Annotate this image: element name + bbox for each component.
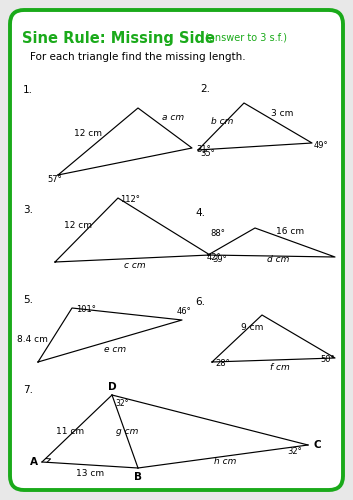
Text: D: D [108, 382, 116, 392]
Text: 12 cm: 12 cm [64, 220, 92, 230]
Text: 49°: 49° [314, 140, 329, 149]
Text: 101°: 101° [76, 304, 96, 314]
Text: 1.: 1. [23, 85, 33, 95]
Text: 13 cm: 13 cm [76, 468, 104, 477]
Text: 3.: 3. [23, 205, 33, 215]
Text: 57°: 57° [48, 176, 62, 184]
Text: 39°: 39° [212, 254, 227, 264]
Text: d cm: d cm [267, 256, 289, 264]
Text: C: C [313, 440, 321, 450]
Text: 2.: 2. [200, 84, 210, 94]
Text: A: A [30, 457, 38, 467]
Text: a cm: a cm [162, 114, 184, 122]
Text: g cm: g cm [116, 428, 138, 436]
Text: e cm: e cm [104, 346, 126, 354]
Text: 4.: 4. [195, 208, 205, 218]
Text: c cm: c cm [124, 260, 146, 270]
Text: Sine Rule: Missing Side: Sine Rule: Missing Side [22, 30, 215, 46]
Text: B: B [134, 472, 142, 482]
Text: 35°: 35° [200, 148, 215, 158]
Text: 7.: 7. [23, 385, 33, 395]
Text: 42°: 42° [207, 252, 222, 262]
Text: 32°: 32° [288, 448, 303, 456]
Text: b cm: b cm [211, 118, 233, 126]
Text: 88°: 88° [210, 230, 225, 238]
Text: f cm: f cm [270, 364, 290, 372]
Text: 9 cm: 9 cm [241, 324, 263, 332]
Text: 46°: 46° [177, 308, 192, 316]
Text: 32°: 32° [115, 400, 129, 408]
Text: 50°: 50° [321, 356, 335, 364]
Text: 12 cm: 12 cm [74, 128, 102, 138]
Text: 112°: 112° [120, 196, 140, 204]
Text: h cm: h cm [214, 458, 236, 466]
Text: For each triangle find the missing length.: For each triangle find the missing lengt… [30, 52, 246, 62]
Text: (answer to 3 s.f.): (answer to 3 s.f.) [205, 33, 287, 43]
FancyBboxPatch shape [10, 10, 343, 490]
Text: 8.4 cm: 8.4 cm [17, 336, 47, 344]
Text: 31°: 31° [196, 146, 211, 154]
Text: 28°: 28° [215, 360, 230, 368]
Text: 11 cm: 11 cm [56, 428, 84, 436]
Text: 3 cm: 3 cm [271, 108, 293, 118]
Text: 5.: 5. [23, 295, 33, 305]
Text: 16 cm: 16 cm [276, 228, 304, 236]
Text: 6.: 6. [195, 297, 205, 307]
